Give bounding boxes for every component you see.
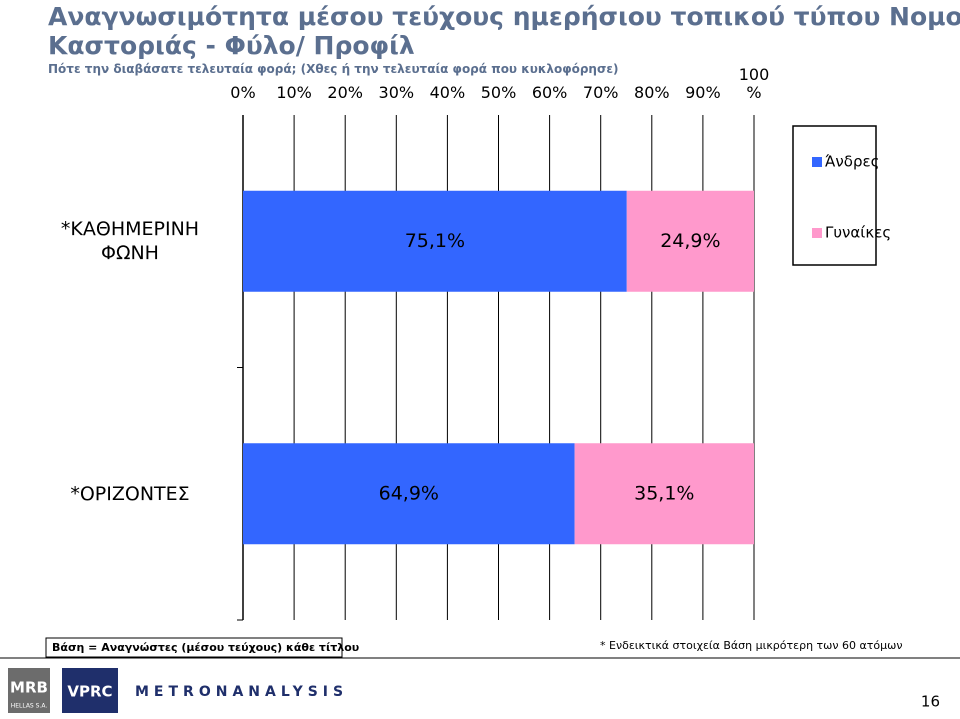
page-number: 16 (921, 693, 940, 711)
x-tick-label: 0% (230, 83, 256, 102)
x-tick-label: 90% (685, 83, 721, 102)
legend-label: Γυναίκες (825, 224, 891, 242)
bar-segment (243, 190, 627, 292)
legend-box (792, 125, 877, 266)
x-tick-label: 20% (327, 83, 363, 102)
legend-label: Άνδρες (825, 153, 879, 171)
x-tick-label: 30% (378, 83, 415, 102)
value-label: 35,1% (634, 482, 694, 504)
logo-vprc-bg (62, 668, 118, 713)
bar-segment (574, 443, 754, 545)
logo-metron: METRONANALYSIS (135, 684, 348, 700)
bar-segment (243, 443, 575, 545)
x-tick-label: 50% (480, 83, 517, 102)
x-tick-label: 10% (276, 83, 312, 102)
x-tick-label: 100 % (738, 65, 770, 102)
value-label: 24,9% (660, 230, 720, 252)
x-tick-label: 40% (429, 83, 466, 102)
category-label: *ΚΑΘΗΜΕΡΙΝΗ ΦΩΝΗ (60, 218, 200, 265)
value-label: 64,9% (379, 482, 439, 504)
legend-swatch (812, 228, 822, 238)
logo-mrb-sub: HELLAS S.A. (11, 703, 48, 710)
legend-swatch (812, 157, 822, 167)
sample-note: * Ενδεικτικά στοιχεία Βάση μικρότερη των… (600, 639, 902, 652)
value-label: 75,1% (405, 230, 465, 252)
subtitle: Πότε την διαβάσατε τελευταία φορά; (Χθες… (48, 62, 619, 76)
note-box (45, 637, 343, 658)
logo-mrb-bg (8, 668, 50, 713)
bar-segment (626, 190, 754, 292)
x-tick-label: 80% (634, 83, 670, 102)
logo-vprc: VPRC (67, 683, 112, 701)
logo-mrb: MRB (10, 679, 48, 697)
x-tick-label: 70% (582, 83, 619, 102)
x-tick-label: 60% (531, 83, 568, 102)
base-note: Βάση = Αναγνώστες (μέσου τεύχους) κάθε τ… (52, 641, 359, 654)
category-label: *ΟΡΙΖΟΝΤΕΣ (70, 482, 190, 505)
title: Αναγνωσιμότητα μέσου τεύχους ημερήσιου τ… (48, 2, 960, 60)
